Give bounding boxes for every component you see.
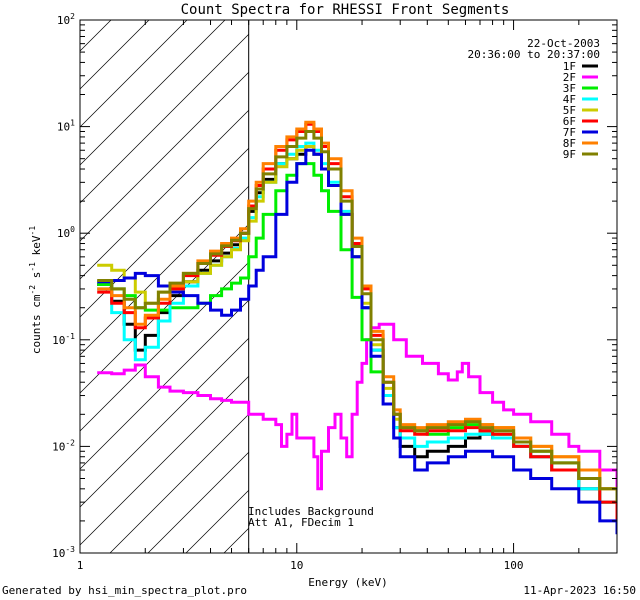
- chart-title: Count Spectra for RHESSI Front Segments: [181, 2, 510, 18]
- x-tick-label: 1: [77, 559, 84, 572]
- series-line-9F: [97, 130, 617, 503]
- hatch-line: [109, 413, 249, 553]
- hatch-line: [80, 33, 249, 204]
- series-line-2F: [97, 322, 617, 491]
- x-tick-label: 100: [504, 559, 524, 572]
- hatch-line: [80, 20, 188, 128]
- series-group: [97, 120, 617, 535]
- note-attenuator: Att A1, FDecim 1: [248, 516, 354, 529]
- date-label: 22-Oct-2003: [527, 37, 600, 50]
- y-tick-label: 101: [57, 119, 75, 134]
- plot-frame: [79, 19, 618, 554]
- series-line-7F: [97, 148, 617, 535]
- y-axis: 10-3 10-2 10-1 100 101 102: [52, 12, 617, 560]
- hatch-line: [80, 71, 249, 242]
- y-tick-label: 10-3: [52, 545, 75, 560]
- hatch-line: [80, 20, 150, 90]
- note-background: Includes Background: [248, 505, 374, 518]
- hatch-line: [80, 299, 249, 470]
- hatch-line: [80, 375, 249, 546]
- series-line-8F: [97, 120, 617, 503]
- legend-label-7F: 7F: [563, 126, 576, 139]
- footer-timestamp: 11-Apr-2023 16:50: [523, 584, 636, 597]
- x-axis: 1 10 100: [77, 20, 618, 572]
- y-tick-label: 10-2: [52, 438, 75, 453]
- x-axis-label: Energy (keV): [308, 576, 387, 589]
- x-tick-label: 10: [290, 559, 303, 572]
- series-line-1F: [97, 145, 617, 521]
- y-tick-label: 102: [57, 12, 75, 27]
- legend-label-1F: 1F: [563, 60, 576, 73]
- legend-label-4F: 4F: [563, 93, 576, 106]
- series-line-3F: [97, 162, 617, 521]
- legend-label-6F: 6F: [563, 115, 576, 128]
- y-tick-label: 100: [57, 225, 75, 240]
- hatch-line: [80, 185, 249, 356]
- legend-label-5F: 5F: [563, 104, 576, 117]
- legend-label-3F: 3F: [563, 82, 576, 95]
- hatch-line: [147, 451, 249, 553]
- footer-generated-by: Generated by hsi_min_spectra_plot.pro: [2, 584, 247, 597]
- hatch-line: [80, 20, 226, 166]
- series-line-5F: [97, 145, 617, 503]
- hatch-line: [80, 337, 249, 508]
- hatch-line: [80, 261, 249, 432]
- y-axis-label: counts cm-2 s-1 keV-1: [28, 226, 43, 354]
- legend-label-2F: 2F: [563, 71, 576, 84]
- y-tick-label: 10-1: [52, 332, 75, 347]
- hatch-line: [80, 223, 249, 394]
- legend-label-8F: 8F: [563, 137, 576, 150]
- time-range-label: 20:36:00 to 20:37:00: [468, 48, 600, 61]
- hatch-line: [80, 20, 112, 52]
- legend-label-9F: 9F: [563, 148, 576, 161]
- series-line-4F: [97, 141, 617, 521]
